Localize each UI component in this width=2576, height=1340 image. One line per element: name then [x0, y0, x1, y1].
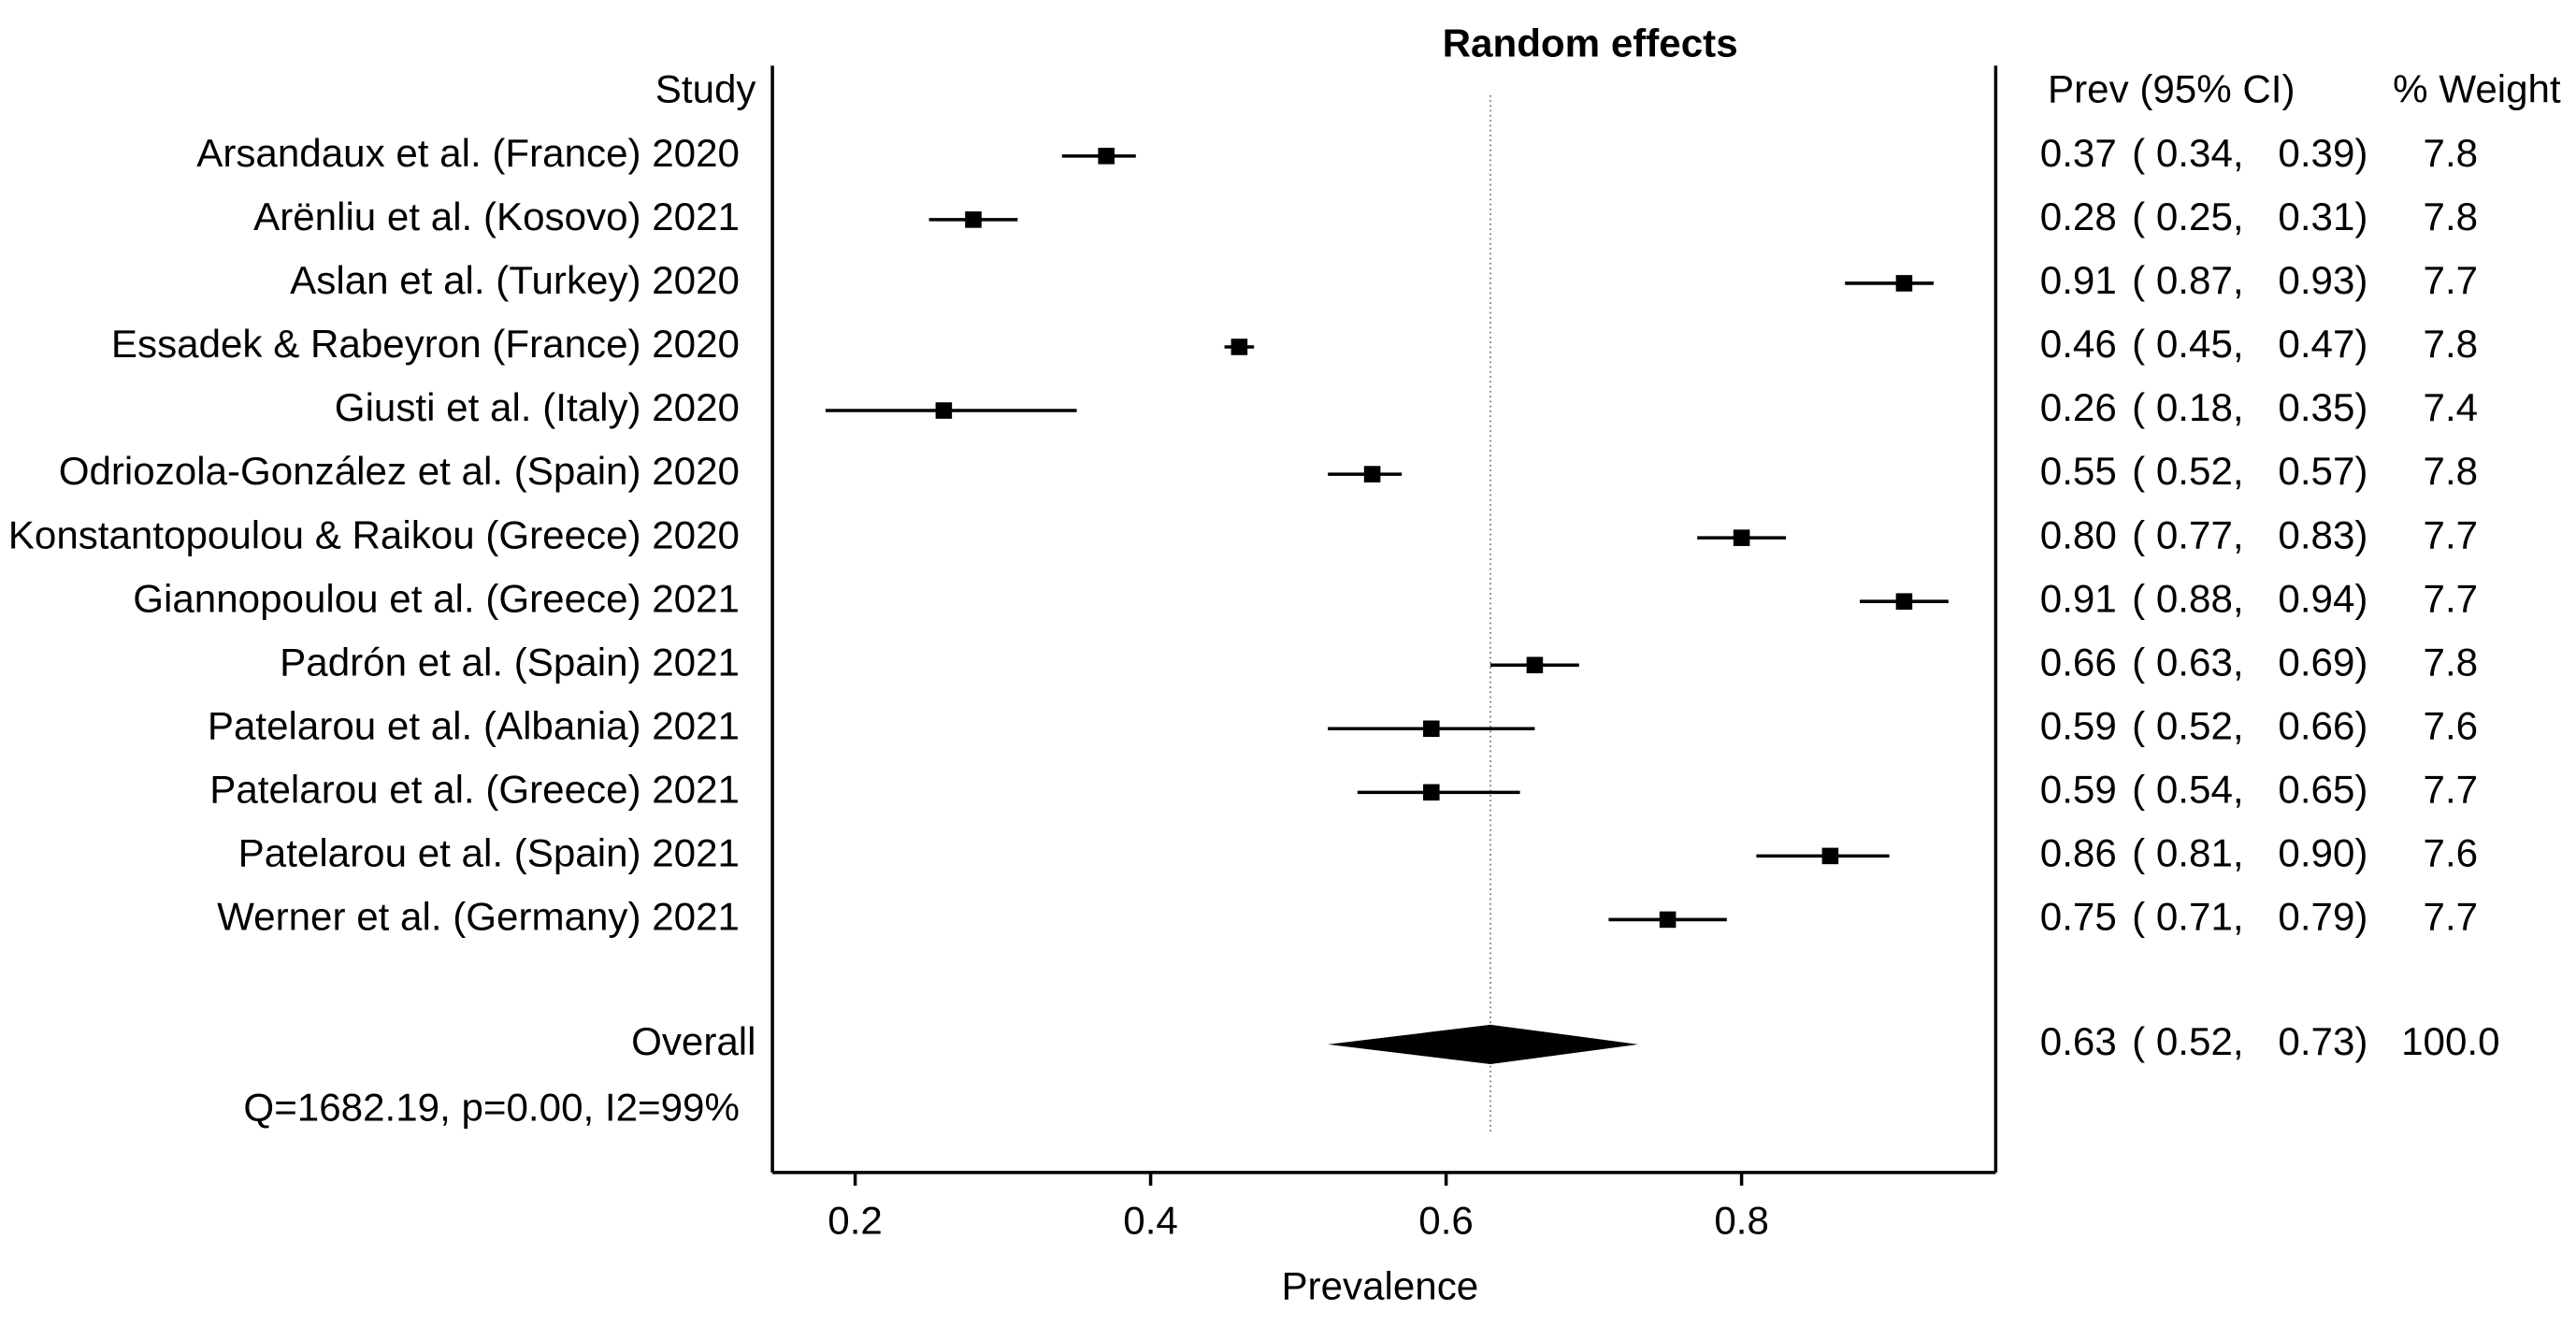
- prev-value: 0.46: [2040, 322, 2117, 366]
- estimate-marker: [1423, 784, 1440, 801]
- ci-high-value: 0.69): [2278, 640, 2367, 684]
- prev-value: 0.91: [2040, 576, 2117, 620]
- ci-low-value: ( 0.34,: [2132, 131, 2243, 175]
- ci-low-value: ( 0.25,: [2132, 195, 2243, 238]
- weight-value: 7.7: [2424, 895, 2479, 939]
- x-axis-label: Prevalence: [1281, 1264, 1478, 1308]
- ci-low-value: ( 0.18,: [2132, 385, 2243, 429]
- estimate-marker: [1098, 148, 1115, 165]
- ci-low-value: ( 0.88,: [2132, 576, 2243, 620]
- ci-high-value: 0.94): [2278, 576, 2367, 620]
- overall-label: Overall: [631, 1019, 756, 1063]
- ci-high-value: 0.47): [2278, 322, 2367, 366]
- prev-value: 0.37: [2040, 131, 2117, 175]
- ci-low-value: ( 0.45,: [2132, 322, 2243, 366]
- study-label: Giannopoulou et al. (Greece) 2021: [133, 576, 740, 620]
- study-label: Werner et al. (Germany) 2021: [217, 895, 740, 939]
- estimate-marker: [1895, 593, 1913, 610]
- weight-value: 7.8: [2424, 449, 2479, 493]
- estimate-marker: [1363, 466, 1381, 483]
- prev-value: 0.55: [2040, 449, 2117, 493]
- ci-high-value: 0.39): [2278, 131, 2367, 175]
- weight-value: 7.7: [2424, 767, 2479, 811]
- weight-header: % Weight: [2393, 66, 2561, 110]
- ci-low-value: ( 0.52,: [2132, 449, 2243, 493]
- study-label: Aslan et al. (Turkey) 2020: [290, 258, 740, 302]
- study-label: Patelarou et al. (Greece) 2021: [209, 767, 740, 811]
- overall-ci-low: ( 0.52,: [2132, 1019, 2243, 1063]
- estimate-marker: [1895, 275, 1913, 292]
- estimate-marker: [935, 402, 953, 419]
- estimate-marker: [1659, 911, 1677, 929]
- ci-low-value: ( 0.77,: [2132, 512, 2243, 556]
- ci-low-value: ( 0.52,: [2132, 703, 2243, 747]
- study-label: Odriozola-González et al. (Spain) 2020: [59, 449, 740, 493]
- study-label: Patelarou et al. (Spain) 2021: [238, 831, 740, 875]
- estimate-marker: [1821, 847, 1839, 865]
- overall-weight: 100.0: [2401, 1019, 2499, 1063]
- prev-value: 0.26: [2040, 385, 2117, 429]
- study-label: Arënliu et al. (Kosovo) 2021: [253, 195, 740, 238]
- weight-value: 7.8: [2424, 322, 2479, 366]
- estimate-marker: [1526, 656, 1544, 674]
- prev-value: 0.59: [2040, 767, 2117, 811]
- prev-value: 0.66: [2040, 640, 2117, 684]
- ci-high-value: 0.93): [2278, 258, 2367, 302]
- prev-value: 0.75: [2040, 895, 2117, 939]
- ci-high-value: 0.66): [2278, 703, 2367, 747]
- weight-value: 7.7: [2424, 576, 2479, 620]
- ci-low-value: ( 0.81,: [2132, 831, 2243, 875]
- estimate-marker: [1733, 529, 1750, 546]
- ci-high-value: 0.79): [2278, 895, 2367, 939]
- study-header: Study: [655, 66, 756, 110]
- ci-high-value: 0.35): [2278, 385, 2367, 429]
- ci-high-value: 0.65): [2278, 767, 2367, 811]
- prev-value: 0.86: [2040, 831, 2117, 875]
- ci-high-value: 0.83): [2278, 512, 2367, 556]
- heterogeneity-stats: Q=1682.19, p=0.00, I2=99%: [243, 1085, 740, 1129]
- x-tick-label: 0.4: [1123, 1198, 1178, 1242]
- study-label: Arsandaux et al. (France) 2020: [196, 131, 740, 175]
- ci-high-value: 0.90): [2278, 831, 2367, 875]
- study-label: Essadek & Rabeyron (France) 2020: [111, 322, 740, 366]
- x-tick-label: 0.8: [1714, 1198, 1769, 1242]
- prev-value: 0.28: [2040, 195, 2117, 238]
- weight-value: 7.7: [2424, 512, 2479, 556]
- prev-value: 0.59: [2040, 703, 2117, 747]
- ci-high-value: 0.31): [2278, 195, 2367, 238]
- chart-title: Random effects: [1443, 21, 1738, 65]
- estimate-marker: [1423, 720, 1440, 738]
- study-label: Padrón et al. (Spain) 2021: [280, 640, 740, 684]
- x-tick-label: 0.6: [1418, 1198, 1474, 1242]
- overall-diamond: [1328, 1024, 1639, 1064]
- prev-value: 0.91: [2040, 258, 2117, 302]
- weight-value: 7.6: [2424, 703, 2479, 747]
- weight-value: 7.6: [2424, 831, 2479, 875]
- x-tick-label: 0.2: [827, 1198, 883, 1242]
- prev-value: 0.80: [2040, 512, 2117, 556]
- weight-value: 7.8: [2424, 131, 2479, 175]
- weight-value: 7.7: [2424, 258, 2479, 302]
- ci-high-value: 0.57): [2278, 449, 2367, 493]
- estimate-marker: [1230, 339, 1248, 355]
- ci-low-value: ( 0.71,: [2132, 895, 2243, 939]
- weight-value: 7.4: [2424, 385, 2479, 429]
- study-label: Konstantopoulou & Raikou (Greece) 2020: [8, 512, 740, 556]
- weight-value: 7.8: [2424, 640, 2479, 684]
- study-label: Patelarou et al. (Albania) 2021: [208, 703, 740, 747]
- ci-low-value: ( 0.87,: [2132, 258, 2243, 302]
- ci-low-value: ( 0.63,: [2132, 640, 2243, 684]
- prev-header: Prev (95% CI): [2048, 66, 2295, 110]
- ci-low-value: ( 0.54,: [2132, 767, 2243, 811]
- overall-prev: 0.63: [2040, 1019, 2117, 1063]
- overall-ci-high: 0.73): [2278, 1019, 2367, 1063]
- weight-value: 7.8: [2424, 195, 2479, 238]
- study-label: Giusti et al. (Italy) 2020: [335, 385, 740, 429]
- estimate-marker: [965, 211, 982, 228]
